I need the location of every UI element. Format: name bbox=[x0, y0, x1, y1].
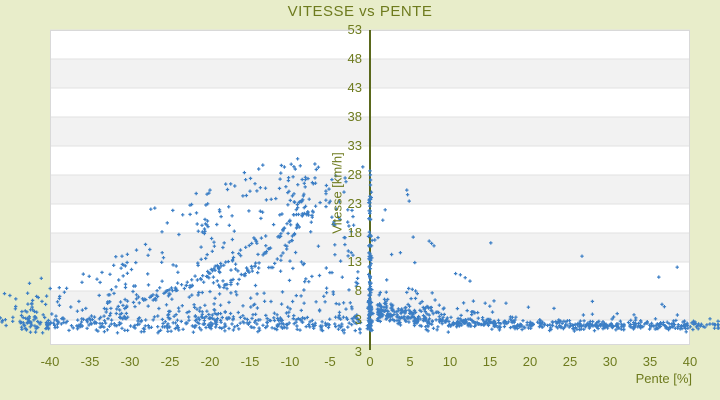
x-tick-label: 10 bbox=[442, 354, 458, 369]
y-tick-label: 48 bbox=[347, 51, 362, 66]
x-tick-label: -25 bbox=[160, 354, 180, 369]
y-tick-label: 3 bbox=[354, 312, 362, 327]
x-tick-label: 15 bbox=[482, 354, 498, 369]
x-tick-label: 0 bbox=[366, 354, 374, 369]
x-tick-label: -40 bbox=[40, 354, 60, 369]
y-axis-title: Vitesse [km/h] bbox=[329, 152, 345, 234]
y-tick-label: 43 bbox=[347, 80, 362, 95]
x-tick-label: 5 bbox=[406, 354, 414, 369]
scatter-points bbox=[0, 157, 720, 335]
y-tick-label: 53 bbox=[347, 22, 362, 37]
y-tick-label: 23 bbox=[347, 196, 362, 211]
x-tick-label: 25 bbox=[562, 354, 578, 369]
x-tick-label: -35 bbox=[80, 354, 100, 369]
chart-title: VITESSE vs PENTE bbox=[287, 3, 433, 20]
y-tick-label: 18 bbox=[347, 225, 362, 240]
y-tick-label: 8 bbox=[354, 283, 362, 298]
x-tick-label: 40 bbox=[682, 354, 698, 369]
x-tick-label: -5 bbox=[324, 354, 336, 369]
y-tick-label: 13 bbox=[347, 254, 362, 269]
x-tick-label: -20 bbox=[200, 354, 220, 369]
y-tick-label: 28 bbox=[347, 167, 362, 182]
y-tick-label: 33 bbox=[347, 138, 362, 153]
x-tick-label: 35 bbox=[642, 354, 658, 369]
x-axis-title: Pente [%] bbox=[635, 371, 692, 386]
x-tick-label: 20 bbox=[522, 354, 538, 369]
y-axis-end-label: 3 bbox=[354, 344, 362, 359]
x-tick-label: -10 bbox=[280, 354, 300, 369]
x-tick-label: -30 bbox=[120, 354, 140, 369]
x-tick-label: 30 bbox=[602, 354, 618, 369]
y-tick-label: 38 bbox=[347, 109, 362, 124]
x-tick-label: -15 bbox=[240, 354, 260, 369]
